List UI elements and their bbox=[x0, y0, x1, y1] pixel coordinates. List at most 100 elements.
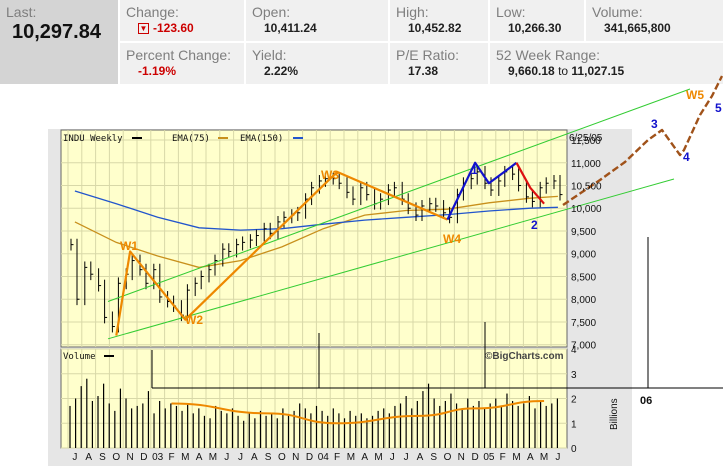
bigcharts-watermark: ©BigCharts.com bbox=[485, 351, 564, 362]
yield-label: Yield: bbox=[252, 47, 287, 63]
low-cell: Low: 10,266.30 bbox=[490, 0, 584, 41]
ema150-line bbox=[74, 190, 558, 231]
x-tick-label: A bbox=[417, 452, 424, 463]
x-tick-label: S bbox=[265, 452, 272, 463]
volume-legend: Volume bbox=[63, 352, 96, 362]
x-tick-label: J bbox=[555, 452, 560, 463]
wave-path-orange bbox=[115, 170, 448, 336]
x-tick-label: A bbox=[361, 452, 368, 463]
x-tick-label: A bbox=[85, 452, 92, 463]
high-value: 10,452.82 bbox=[408, 21, 462, 35]
legend-ema150: EMA(150) bbox=[240, 134, 283, 144]
wave-path-blue bbox=[446, 161, 518, 221]
range-low: 9,660.18 bbox=[508, 64, 555, 78]
price-tick-label: 8,500 bbox=[571, 272, 596, 283]
x-tick-label: D bbox=[306, 452, 313, 463]
price-bars bbox=[70, 165, 563, 333]
legend-ema75: EMA(75) bbox=[172, 134, 210, 144]
range-high: 11,027.15 bbox=[571, 64, 625, 78]
pe-cell: P/E Ratio: 17.38 bbox=[390, 43, 488, 84]
yield-cell: Yield: 2.22% bbox=[246, 43, 388, 84]
volume-tick-label: 1 bbox=[571, 419, 577, 430]
price-tick-label: 8,000 bbox=[571, 295, 596, 306]
wave-label-4: 4 bbox=[683, 150, 690, 164]
x-tick-label: O bbox=[278, 452, 286, 463]
extension-year-label: 06 bbox=[640, 395, 652, 407]
x-tick-label: F bbox=[334, 452, 340, 463]
x-tick-label: N bbox=[126, 452, 133, 463]
change-value-wrap: ▼ -123.60 bbox=[126, 20, 238, 36]
change-label: Change: bbox=[126, 4, 179, 20]
pct-change-cell: Percent Change: -1.19% bbox=[120, 43, 244, 84]
x-tick-label: F bbox=[500, 452, 506, 463]
last-cell: Last: 10,297.84 bbox=[0, 0, 118, 84]
change-value: -123.60 bbox=[153, 21, 194, 35]
price-tick-label: 11,000 bbox=[571, 159, 601, 170]
price-tick-label: 10,000 bbox=[571, 204, 602, 215]
range-value: 9,660.18 to 11,027.15 bbox=[496, 63, 717, 79]
yield-value: 2.22% bbox=[264, 64, 299, 78]
volume-tick-label: 0 bbox=[571, 444, 577, 455]
x-tick-label: N bbox=[458, 452, 465, 463]
volume-tick-label: 2 bbox=[571, 395, 577, 406]
x-tick-label: J bbox=[238, 452, 243, 463]
pe-value: 17.38 bbox=[408, 64, 439, 78]
down-arrow-icon: ▼ bbox=[138, 23, 149, 34]
x-tick-label: N bbox=[292, 452, 299, 463]
x-tick-label: M bbox=[181, 452, 189, 463]
x-tick-label: J bbox=[224, 452, 229, 463]
high-label: High: bbox=[396, 4, 429, 20]
x-tick-label: S bbox=[99, 452, 106, 463]
price-tick-label: 9,500 bbox=[571, 227, 596, 238]
x-tick-label: M bbox=[512, 452, 520, 463]
legend-symbol: INDU Weekly bbox=[63, 134, 123, 144]
x-tick-label: J bbox=[390, 452, 395, 463]
high-cell: High: 10,452.82 bbox=[390, 0, 488, 41]
wave-path-red bbox=[515, 162, 545, 205]
x-tick-label: M bbox=[209, 452, 217, 463]
x-tick-label: D bbox=[471, 452, 478, 463]
volume-cell: Volume: 341,665,800 bbox=[586, 0, 723, 41]
x-tick-label: 05 bbox=[483, 452, 495, 463]
wave-projection-path bbox=[562, 75, 723, 206]
annotation-overlay bbox=[107, 75, 723, 425]
change-cell: Change: ▼ -123.60 bbox=[120, 0, 244, 41]
low-label: Low: bbox=[496, 4, 526, 20]
x-tick-label: A bbox=[251, 452, 258, 463]
x-tick-label: J bbox=[72, 452, 77, 463]
open-value: 10,411.24 bbox=[264, 21, 317, 35]
x-tick-label: J bbox=[404, 452, 409, 463]
pct-change-value: -1.19% bbox=[138, 64, 177, 78]
wave-label-2: 2 bbox=[531, 218, 538, 232]
price-tick-label: 11,500 bbox=[571, 136, 601, 147]
wave-label-5: 5 bbox=[715, 101, 722, 115]
pe-label: P/E Ratio: bbox=[396, 47, 460, 63]
chart-frame bbox=[48, 129, 632, 466]
x-tick-label: 04 bbox=[318, 452, 330, 463]
wave-label-w4: W4 bbox=[443, 232, 461, 246]
price-panel bbox=[60, 129, 568, 348]
wave-label-w2: W2 bbox=[185, 313, 203, 327]
low-value: 10,266.30 bbox=[508, 21, 562, 35]
range-to: to bbox=[558, 64, 569, 78]
volume-ylabel: Billions bbox=[609, 398, 620, 430]
wave-label-w1: W1 bbox=[120, 239, 138, 253]
price-tick-label: 7,500 bbox=[571, 318, 596, 329]
x-tick-label: D bbox=[140, 452, 147, 463]
volume-tick-label: 4 bbox=[571, 345, 577, 356]
quote-bar: Last: 10,297.84 Change: ▼ -123.60 Percent… bbox=[0, 0, 723, 84]
pct-change-label: Percent Change: bbox=[126, 47, 232, 63]
x-tick-label: O bbox=[444, 452, 452, 463]
price-tick-label: 9,000 bbox=[571, 250, 596, 261]
x-tick-label: S bbox=[430, 452, 437, 463]
chart-date: 6/25/05 bbox=[569, 133, 603, 144]
wave-label-w3: W3 bbox=[321, 168, 339, 182]
x-tick-label: O bbox=[112, 452, 120, 463]
x-tick-label: 03 bbox=[152, 452, 164, 463]
channel-lower-line bbox=[107, 178, 675, 340]
x-tick-label: M bbox=[347, 452, 355, 463]
price-tick-label: 7,000 bbox=[571, 341, 596, 352]
price-tick-label: 10,500 bbox=[571, 182, 602, 193]
volume-tick-label: 3 bbox=[571, 370, 577, 381]
